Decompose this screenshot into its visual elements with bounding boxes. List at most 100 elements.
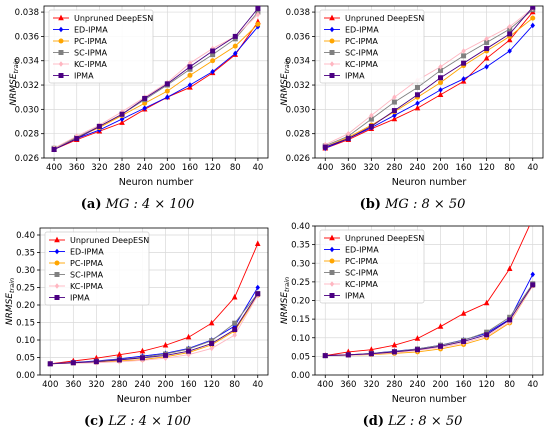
chart-panel-c: 0.00 0.05 0.10 0.15 0.20 0.25 0.30 0.35 0.40 400 3… — [5, 227, 269, 405]
series-line — [325, 6, 534, 148]
data-point — [438, 87, 443, 93]
y-tick-label: 0.10 — [16, 336, 35, 346]
series-line — [325, 8, 534, 146]
data-point — [530, 220, 536, 221]
data-point — [255, 284, 260, 291]
x-tick-label: 240 — [137, 163, 153, 173]
data-point — [186, 351, 191, 358]
data-point — [368, 123, 374, 129]
y-tick-label: 0.40 — [16, 231, 35, 241]
legend-marker — [329, 50, 335, 55]
x-tick-label: 280 — [111, 380, 127, 390]
series-ipma — [51, 6, 261, 152]
y-axis-label: NRMSEtrain — [5, 278, 16, 325]
x-tick-label: 40 — [527, 380, 538, 390]
data-point — [208, 319, 215, 326]
legend-marker — [329, 246, 335, 253]
data-point — [232, 43, 238, 49]
data-point — [70, 360, 76, 366]
data-point — [369, 112, 374, 119]
legend-marker — [54, 272, 60, 277]
legend-entry: IPMA — [345, 292, 365, 301]
data-point — [142, 95, 148, 101]
y-tick-label: 0.05 — [16, 354, 35, 364]
data-point — [414, 92, 420, 98]
y-tick-label: 0.028 — [286, 130, 310, 140]
y-tick-label: 0.032 — [15, 81, 39, 91]
data-point — [254, 240, 261, 246]
y-tick-label: 0.15 — [291, 315, 310, 325]
data-point — [163, 355, 168, 361]
y-tick-label: 0.038 — [15, 8, 39, 18]
data-point — [483, 299, 490, 306]
data-point — [96, 123, 102, 129]
data-point — [437, 323, 444, 329]
legend-box — [319, 229, 425, 304]
x-tick-label: 320 — [88, 380, 104, 390]
legend-entry: IPMA — [70, 294, 90, 303]
data-point — [415, 100, 420, 107]
y-tick-label: 0.030 — [286, 105, 310, 115]
legend-entry: IPMA — [345, 72, 365, 81]
y-tick-label: 0.35 — [16, 249, 35, 259]
y-tick-label: 0.10 — [291, 334, 310, 344]
legend-marker — [58, 14, 64, 21]
legend-box — [44, 231, 150, 306]
series-group — [51, 6, 261, 153]
data-point — [414, 335, 421, 341]
legend-marker — [58, 50, 64, 55]
y-tick-label: 0.30 — [16, 266, 35, 276]
data-point — [506, 36, 513, 43]
data-point — [483, 54, 490, 61]
x-tick-label: 160 — [455, 163, 471, 173]
data-point — [163, 352, 169, 358]
data-point — [368, 116, 374, 122]
y-tick-label: 0.00 — [291, 371, 310, 381]
y-tick-label: 0.30 — [291, 259, 310, 269]
data-point — [391, 341, 398, 348]
data-point — [484, 64, 489, 70]
x-tick-label: 280 — [114, 163, 130, 173]
legend-marker — [58, 61, 64, 67]
x-tick-label: 120 — [205, 163, 221, 173]
y-tick-label: 0.032 — [286, 81, 310, 91]
legend-marker — [329, 270, 335, 275]
x-tick-label: 240 — [409, 163, 425, 173]
series-line — [53, 26, 259, 150]
data-point — [414, 104, 421, 111]
x-tick-label: 360 — [340, 163, 356, 173]
data-point — [255, 21, 261, 27]
data-point — [460, 310, 467, 316]
plot-frame — [314, 5, 544, 159]
legend-entry: Unpruned DeepESN — [345, 234, 424, 243]
x-tick-label: 40 — [527, 163, 538, 173]
x-tick-label: 360 — [340, 380, 356, 390]
data-point — [209, 338, 215, 344]
data-point — [368, 351, 374, 357]
data-point — [255, 6, 261, 11]
legend-entry: IPMA — [74, 72, 94, 81]
data-point — [233, 50, 238, 57]
y-tick-label: 0.25 — [16, 284, 35, 294]
series-group — [47, 240, 261, 367]
data-point — [484, 36, 489, 42]
data-point — [164, 81, 170, 87]
legend-entry: Unpruned DeepESN — [345, 14, 424, 23]
data-point — [345, 136, 351, 142]
x-tick-label: 80 — [504, 380, 515, 390]
legend-box — [319, 9, 425, 84]
data-point — [51, 146, 57, 152]
y-tick-label: 0.05 — [291, 352, 310, 362]
data-point — [530, 282, 536, 288]
x-tick-label: 200 — [432, 163, 448, 173]
x-tick-label: 320 — [91, 163, 107, 173]
legend-entry: KC-IPMA — [345, 280, 378, 289]
legend-entry: ED-IPMA — [345, 246, 379, 255]
series-line — [50, 243, 259, 365]
x-tick-label: 320 — [363, 380, 379, 390]
y-tick-label: 0.15 — [16, 319, 35, 329]
series-line — [53, 11, 259, 149]
y-tick-label: 0.20 — [16, 301, 35, 311]
data-point — [209, 341, 215, 346]
legend-entry: ED-IPMA — [345, 26, 379, 35]
